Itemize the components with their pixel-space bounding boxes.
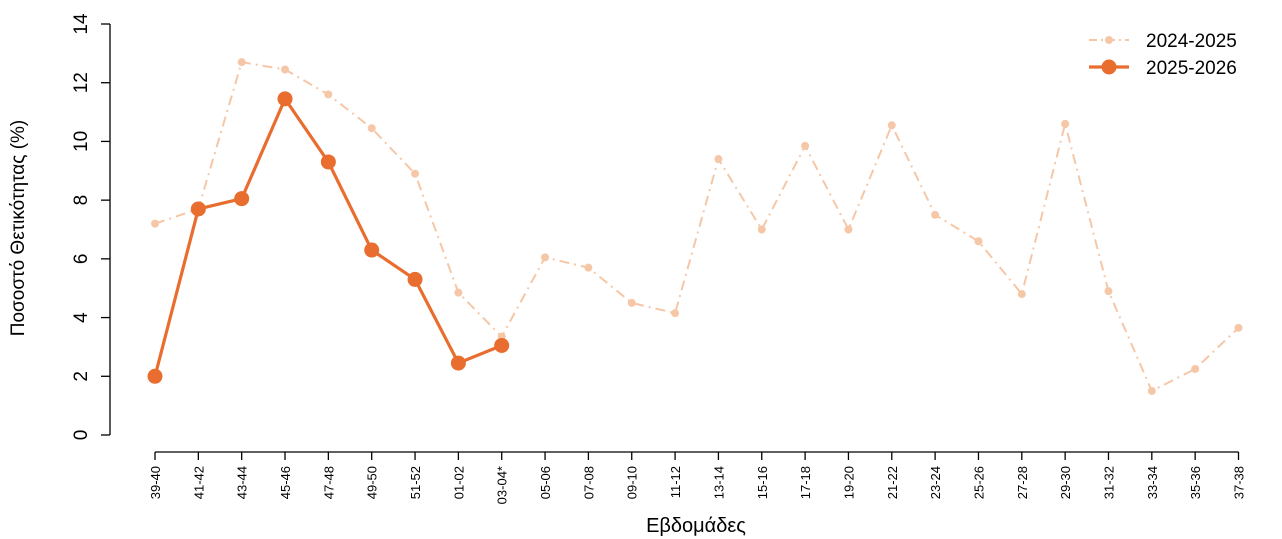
data-point: [801, 141, 810, 150]
legend-marker: [1105, 36, 1113, 44]
data-point: [541, 253, 550, 262]
y-tick-label: 6: [71, 254, 92, 265]
data-point: [887, 121, 896, 130]
data-point: [494, 337, 510, 353]
data-point: [364, 242, 380, 258]
x-tick-label: 07-08: [581, 466, 596, 499]
data-point: [1234, 323, 1243, 332]
data-point: [190, 201, 206, 217]
x-tick-label: 17-18: [798, 466, 813, 499]
data-point: [450, 355, 466, 371]
data-point: [151, 219, 159, 228]
data-point: [757, 225, 766, 234]
data-point: [320, 154, 336, 170]
y-tick-label: 4: [71, 312, 92, 323]
data-point: [147, 368, 163, 384]
x-tick-label: 03-04*: [495, 466, 510, 504]
data-point: [1061, 119, 1070, 128]
x-tick-label: 35-36: [1188, 466, 1203, 499]
x-tick-label: 19-20: [841, 466, 856, 499]
data-point: [324, 90, 333, 99]
y-tick-label: 0: [71, 430, 92, 441]
data-point: [1017, 290, 1026, 299]
x-tick-label: 51-52: [408, 466, 423, 499]
y-tick-label: 14: [71, 13, 92, 35]
data-point: [237, 58, 246, 67]
y-axis-label: Ποσοστό Θετικότητας (%): [8, 120, 29, 336]
x-tick-label: 49-50: [365, 466, 380, 499]
data-point: [844, 225, 853, 234]
x-tick-label: 23-24: [928, 466, 943, 499]
legend-label: 2024-2025: [1146, 31, 1237, 52]
x-tick-label: 01-02: [451, 466, 466, 499]
x-tick-label: 47-48: [321, 466, 336, 499]
x-axis: 39-40 41-42 43-44 45-46 47-48 49-50 51-52 01-02…: [148, 451, 1247, 504]
x-tick-label: 05-06: [538, 466, 553, 499]
x-tick-label: 41-42: [191, 466, 206, 499]
legend-item: 2025-2026: [1089, 58, 1237, 79]
x-tick-label: 39-40: [148, 466, 163, 499]
y-tick-label: 12: [71, 72, 92, 93]
x-tick-label: 15-16: [755, 466, 770, 499]
data-point: [407, 271, 423, 287]
x-tick-label: 21-22: [885, 466, 900, 499]
data-point: [281, 65, 290, 74]
series-line: [153, 97, 503, 377]
data-point: [627, 298, 636, 307]
y-axis: 0 2 4 6 8 10 12 14: [71, 13, 111, 441]
x-tick-label: 31-32: [1101, 466, 1116, 499]
series-line: [154, 61, 1240, 392]
x-tick-label: 29-30: [1058, 466, 1073, 499]
x-tick-label: 37-38: [1232, 466, 1247, 499]
legend-item: 2024-2025: [1089, 31, 1237, 52]
legend: 2024-2025 2025-2026: [1089, 31, 1237, 79]
series-2025-2026: [147, 91, 510, 384]
data-point: [1191, 364, 1200, 373]
x-tick-label: 09-10: [625, 466, 640, 499]
legend-label: 2025-2026: [1146, 58, 1237, 79]
data-point: [974, 237, 983, 246]
data-point: [714, 155, 723, 164]
x-tick-label: 43-44: [235, 466, 250, 499]
y-tick-label: 2: [71, 371, 92, 382]
x-tick-label: 27-28: [1015, 466, 1030, 499]
data-point: [277, 91, 293, 107]
series-layer: [147, 58, 1243, 395]
x-axis-label: Εβδομάδες: [646, 515, 746, 537]
x-tick-label: 45-46: [278, 466, 293, 499]
series-2024-2025: [151, 58, 1243, 395]
x-tick-label: 13-14: [711, 466, 726, 499]
data-point: [454, 288, 463, 297]
data-point: [931, 210, 940, 219]
data-point: [1147, 386, 1156, 395]
data-point: [1104, 287, 1113, 296]
data-point: [411, 169, 420, 178]
y-tick-label: 10: [71, 131, 92, 152]
data-point: [584, 263, 593, 272]
data-point: [234, 191, 250, 207]
x-tick-label: 25-26: [971, 466, 986, 499]
y-tick-label: 8: [71, 195, 92, 206]
data-point: [367, 124, 376, 133]
data-point: [671, 309, 680, 318]
x-tick-label: 33-34: [1145, 466, 1160, 499]
legend-marker: [1101, 59, 1117, 75]
x-tick-label: 11-12: [668, 466, 683, 498]
